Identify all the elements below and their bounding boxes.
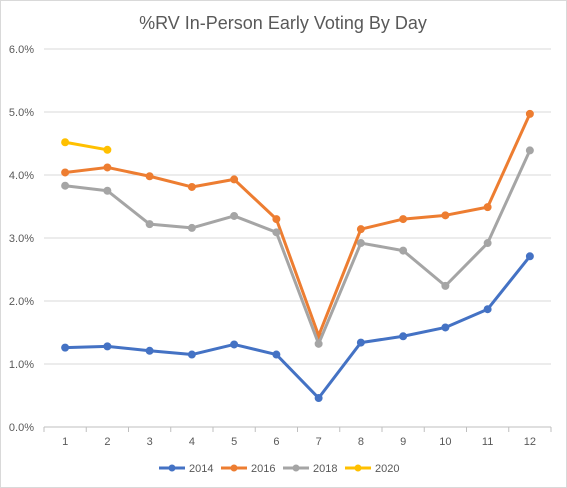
data-point-2014 [399, 332, 408, 341]
y-axis-tick-labels: 0.0% 1.0% 2.0% 3.0% 4.0% 5.0% 6.0% [9, 44, 34, 434]
x-tick-label: 9 [400, 436, 406, 448]
data-point-2014 [145, 346, 154, 355]
series-2016 [61, 109, 534, 340]
y-tick-label: 3.0% [9, 233, 34, 245]
data-point-2020 [103, 145, 112, 154]
data-point-2014 [483, 305, 492, 314]
x-tick-label: 2 [104, 436, 110, 448]
data-point-2018 [525, 146, 534, 155]
x-tick-label: 1 [62, 436, 68, 448]
series-line-2016 [63, 112, 532, 338]
data-point-2014 [103, 342, 112, 351]
data-point-2016 [187, 182, 196, 191]
data-point-2014 [441, 323, 450, 332]
y-tick-label: 6.0% [9, 44, 34, 56]
legend-item-2020: 2020 [345, 463, 399, 475]
x-tick-label: 3 [147, 436, 153, 448]
y-tick-label: 2.0% [9, 296, 34, 308]
data-point-2018 [483, 239, 492, 248]
data-point-2014 [230, 340, 239, 349]
x-tick-label: 8 [358, 436, 364, 448]
data-point-2016 [441, 211, 450, 220]
chart-title: %RV In-Person Early Voting By Day [139, 13, 427, 33]
series-line-2018 [63, 148, 532, 346]
data-point-2018 [145, 220, 154, 229]
legend-swatch-marker [354, 464, 362, 472]
data-point-2016 [483, 203, 492, 212]
data-point-2016 [230, 175, 239, 184]
y-tick-label: 1.0% [9, 359, 34, 371]
series-2018 [61, 146, 534, 348]
data-point-2018 [187, 223, 196, 232]
legend-item-2018: 2018 [283, 463, 337, 475]
x-tick-label: 6 [273, 436, 279, 448]
data-point-2014 [61, 343, 70, 352]
data-point-2018 [61, 181, 70, 190]
y-tick-label: 5.0% [9, 107, 34, 119]
legend-label: 2014 [189, 463, 213, 475]
data-point-2018 [356, 239, 365, 248]
series-2020 [61, 138, 112, 154]
legend-item-2014: 2014 [159, 463, 213, 475]
gridlines [44, 48, 551, 365]
series-layer [61, 109, 534, 403]
legend-item-2016: 2016 [221, 463, 275, 475]
data-point-2018 [230, 211, 239, 220]
data-point-2018 [399, 246, 408, 255]
data-point-2016 [103, 163, 112, 172]
x-axis [43, 426, 552, 432]
x-tick-label: 12 [524, 436, 536, 448]
series-2014 [61, 252, 534, 403]
x-axis-tick-labels: 1 2 3 4 5 6 7 8 9 10 11 12 [62, 436, 536, 448]
legend-swatch-marker [168, 464, 176, 472]
data-point-2016 [145, 172, 154, 181]
data-point-2014 [356, 338, 365, 347]
x-tick-label: 7 [316, 436, 322, 448]
data-point-2016 [61, 168, 70, 177]
series-line-2020 [63, 140, 109, 152]
data-point-2018 [441, 281, 450, 290]
data-point-2014 [525, 252, 534, 261]
data-point-2020 [61, 138, 70, 147]
x-tick-label: 11 [482, 436, 493, 448]
data-point-2018 [272, 228, 281, 237]
data-point-2016 [272, 215, 281, 224]
y-tick-label: 0.0% [9, 422, 34, 434]
y-tick-label: 4.0% [9, 170, 34, 182]
data-point-2018 [103, 186, 112, 195]
data-point-2018 [314, 339, 323, 348]
x-tick-label: 4 [189, 436, 195, 448]
data-point-2016 [525, 109, 534, 118]
x-tick-label: 10 [439, 436, 451, 448]
data-point-2014 [187, 350, 196, 359]
legend: 2014 2016 2018 2020 [159, 463, 399, 475]
legend-swatch-marker [292, 464, 300, 472]
data-point-2016 [399, 215, 408, 224]
data-point-2014 [314, 394, 323, 403]
legend-label: 2020 [375, 463, 399, 475]
series-line-2014 [63, 254, 532, 400]
x-tick-label: 5 [231, 436, 237, 448]
legend-label: 2018 [313, 463, 337, 475]
data-point-2016 [356, 225, 365, 234]
legend-swatch-marker [230, 464, 238, 472]
data-point-2014 [272, 350, 281, 359]
legend-label: 2016 [251, 463, 275, 475]
